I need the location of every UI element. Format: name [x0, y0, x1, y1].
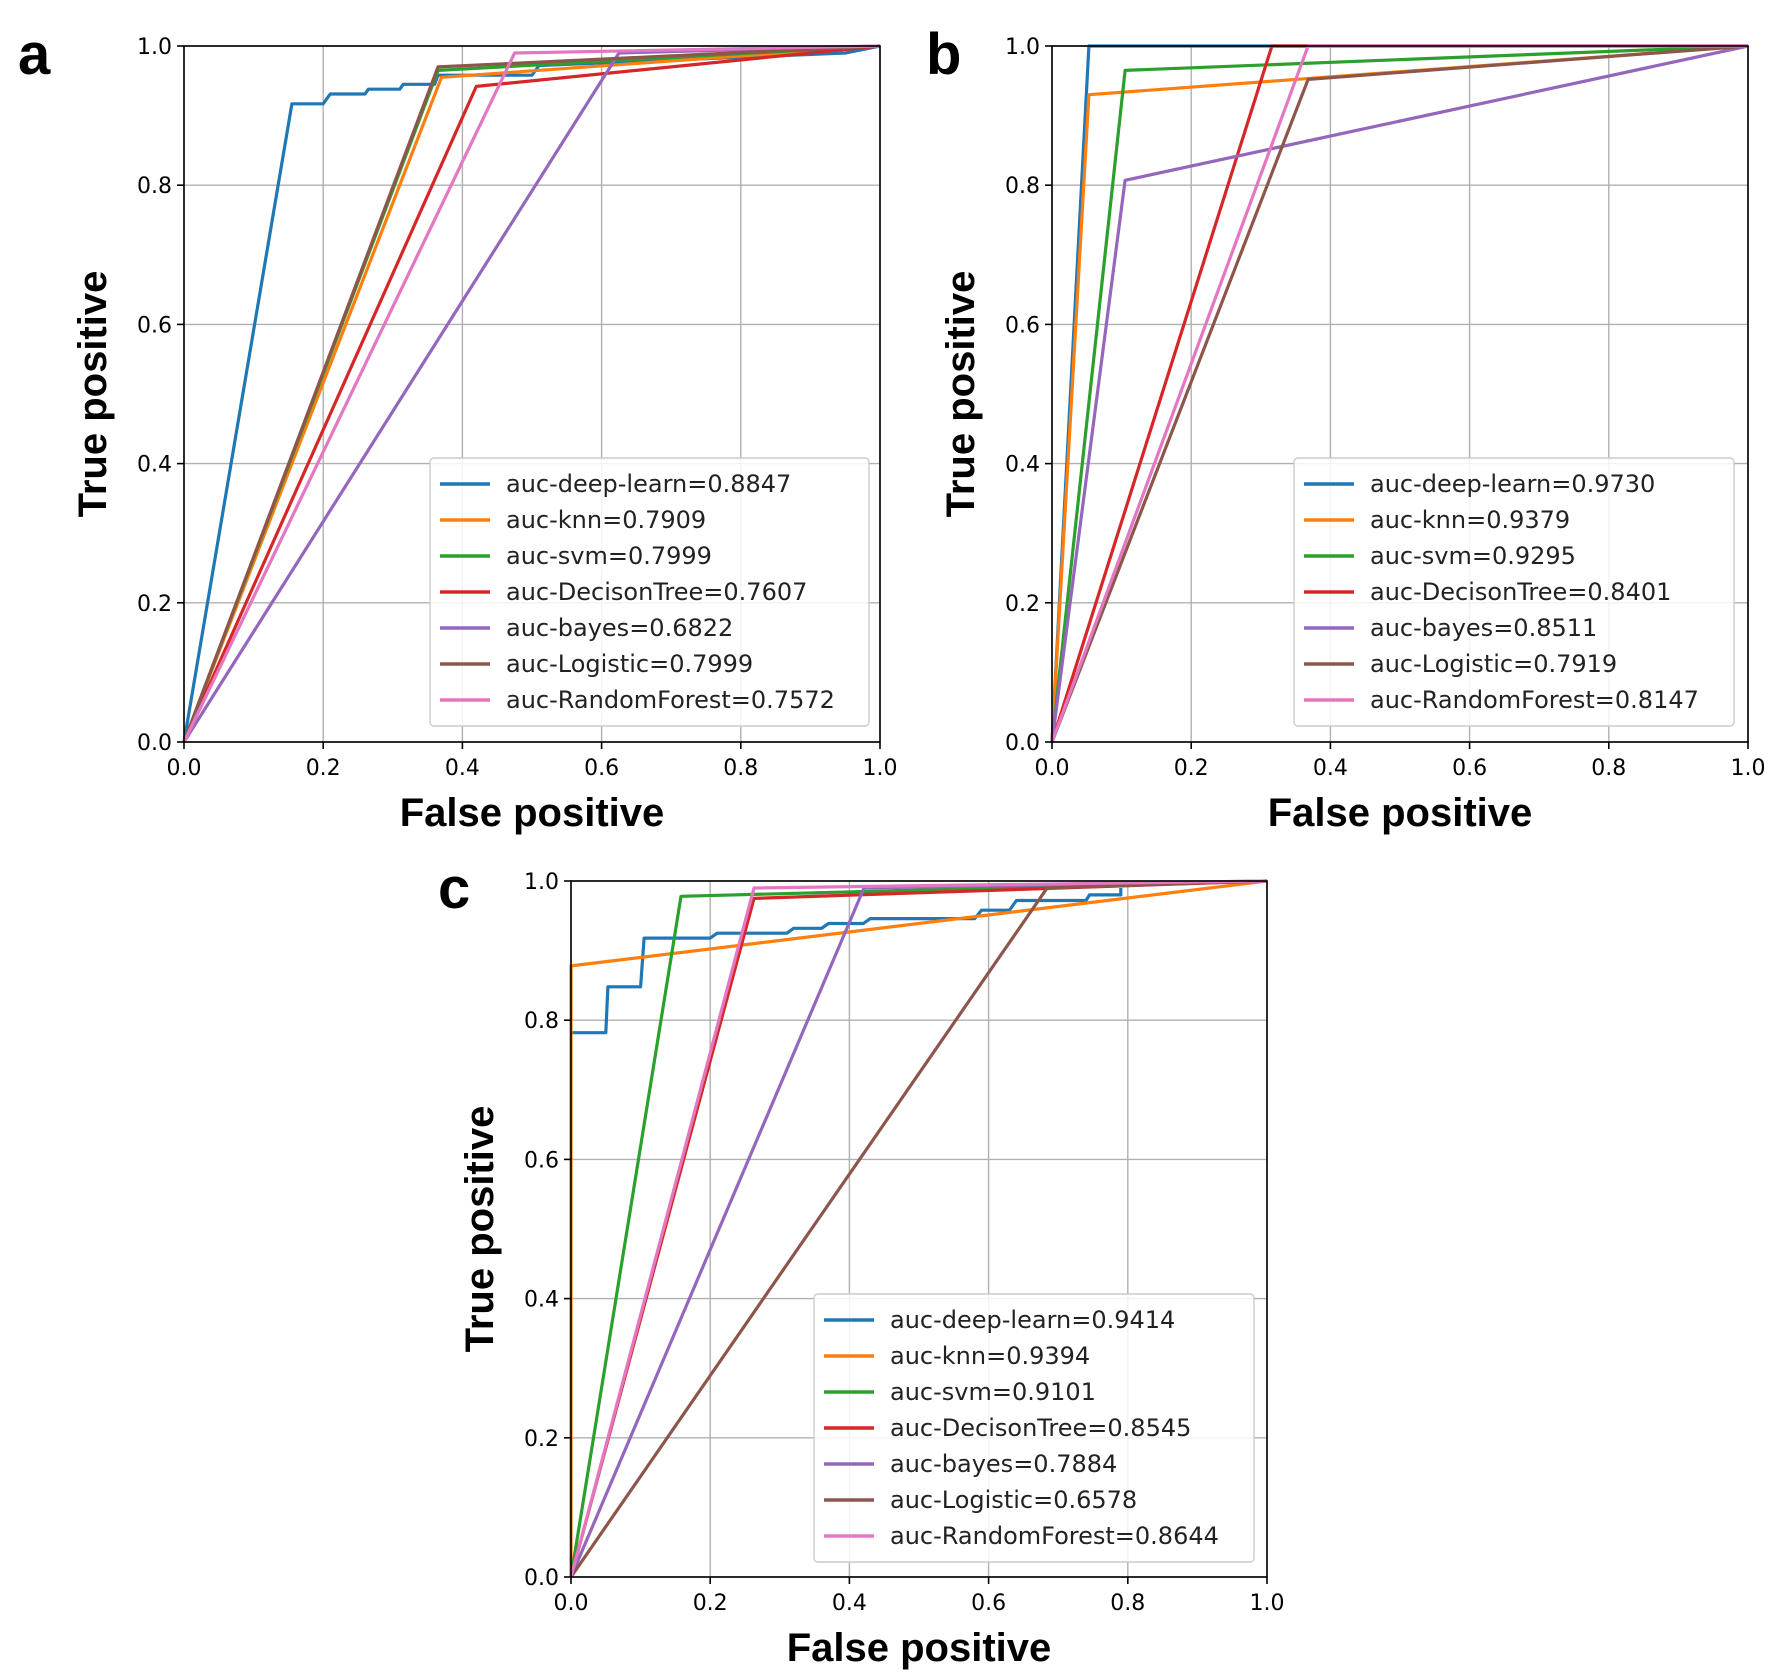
legend-box — [813, 1293, 1255, 1563]
legend-entry: auc-deep-learn=0.8847 — [506, 470, 791, 498]
panel-letter: b — [926, 22, 961, 87]
x-tick-label: 1.0 — [1731, 756, 1766, 781]
legend-entry: auc-DecisonTree=0.8545 — [890, 1414, 1191, 1442]
series-lines — [1050, 44, 1749, 743]
y-axis-title: True positive — [458, 1106, 502, 1353]
y-tick-label: 0.8 — [137, 174, 172, 199]
plot-frame — [1051, 45, 1749, 743]
legend-entry: auc-bayes=0.7884 — [890, 1450, 1117, 1478]
legend-entry: auc-knn=0.9379 — [1370, 506, 1570, 534]
plot-frame — [570, 880, 1268, 1578]
legend-box — [429, 457, 870, 727]
y-tick-label: 1.0 — [524, 870, 559, 895]
legend-entry: auc-Logistic=0.7919 — [1370, 650, 1617, 678]
y-tick-label: 0.8 — [524, 1009, 559, 1034]
legend-entry: auc-deep-learn=0.9730 — [1370, 470, 1655, 498]
y-tick-label: 0.2 — [137, 592, 172, 617]
y-tick-label: 1.0 — [1005, 35, 1040, 60]
x-tick-label: 1.0 — [1250, 1591, 1285, 1616]
series-lines — [569, 879, 1268, 1578]
x-tick-label: 0.0 — [1035, 756, 1070, 781]
legend: auc-deep-learn=0.8847 auc-knn=0.7909 auc-s… — [429, 457, 870, 727]
chart-panel-a: a 0.0 0.2 0.4 0.6 0.8 1.0 0.0 0.2 0.4 0.6 0.8 1.0 Fal… — [18, 22, 898, 835]
x-tick-label: 0.6 — [971, 1591, 1006, 1616]
legend-entry: auc-knn=0.9394 — [890, 1342, 1090, 1370]
y-tick-label: 0.0 — [1005, 731, 1040, 756]
series-line — [1050, 44, 1749, 743]
y-tick-label: 0.6 — [1005, 313, 1040, 338]
x-tick-label: 0.2 — [1174, 756, 1209, 781]
legend-entry: auc-svm=0.9101 — [890, 1378, 1096, 1406]
legend-box — [1293, 457, 1735, 727]
legend: auc-deep-learn=0.9414 auc-knn=0.9394 auc-s… — [813, 1293, 1255, 1563]
x-axis-title: False positive — [787, 1626, 1052, 1670]
legend-entry: auc-Logistic=0.7999 — [506, 650, 753, 678]
x-tick-label: 0.2 — [306, 756, 341, 781]
legend-entry: auc-bayes=0.8511 — [1370, 614, 1597, 642]
x-tick-label: 0.8 — [1591, 756, 1626, 781]
x-tick-label: 0.6 — [1452, 756, 1487, 781]
x-tick-label: 0.4 — [1313, 756, 1348, 781]
series-line — [569, 879, 1268, 1578]
series-line — [182, 44, 881, 743]
y-tick-label: 0.6 — [137, 313, 172, 338]
series-line — [1050, 44, 1749, 743]
legend-entry: auc-RandomForest=0.8644 — [890, 1522, 1219, 1550]
plot-frame — [183, 45, 881, 743]
x-tick-label: 1.0 — [863, 756, 898, 781]
series-line — [182, 44, 881, 743]
y-tick-label: 0.4 — [1005, 453, 1040, 478]
x-tick-label: 0.8 — [723, 756, 758, 781]
panel-letter: c — [438, 856, 470, 921]
y-tick-label: 0.4 — [524, 1288, 559, 1313]
y-tick-label: 0.4 — [137, 453, 172, 478]
legend-entry: auc-RandomForest=0.7572 — [506, 686, 835, 714]
x-tick-label: 0.8 — [1110, 1591, 1145, 1616]
legend-entry: auc-svm=0.9295 — [1370, 542, 1576, 570]
x-tick-label: 0.0 — [167, 756, 202, 781]
panel-letter: a — [18, 22, 51, 87]
x-tick-label: 0.4 — [445, 756, 480, 781]
x-tick-label: 0.6 — [584, 756, 619, 781]
series-line — [182, 44, 881, 743]
series-line — [1050, 44, 1749, 743]
y-tick-label: 1.0 — [137, 35, 172, 60]
legend-entry: auc-RandomForest=0.8147 — [1370, 686, 1699, 714]
legend: auc-deep-learn=0.9730 auc-knn=0.9379 auc-s… — [1293, 457, 1735, 727]
y-axis-title: True positive — [939, 271, 983, 518]
y-tick-label: 0.0 — [524, 1566, 559, 1591]
legend-entry: auc-deep-learn=0.9414 — [890, 1306, 1175, 1334]
x-tick-label: 0.4 — [832, 1591, 867, 1616]
y-tick-label: 0.6 — [524, 1148, 559, 1173]
y-tick-label: 0.8 — [1005, 174, 1040, 199]
legend-entry: auc-knn=0.7909 — [506, 506, 706, 534]
tick-labels: 0.0 0.2 0.4 0.6 0.8 1.0 0.0 0.2 0.4 0.6 0.8 1.0 — [524, 870, 1285, 1616]
legend-entry: auc-DecisonTree=0.8401 — [1370, 578, 1671, 606]
series-lines — [182, 44, 881, 743]
chart-panel-c: c 0.0 0.2 0.4 0.6 0.8 1.0 0.0 0.2 0.4 0.6 0.8 1.0 Fal… — [438, 856, 1285, 1670]
series-line — [571, 888, 1123, 1035]
x-axis-title: False positive — [1268, 791, 1533, 835]
y-tick-label: 0.2 — [1005, 592, 1040, 617]
y-axis-title: True positive — [71, 271, 115, 518]
y-tick-label: 0.2 — [524, 1427, 559, 1452]
x-tick-label: 0.2 — [693, 1591, 728, 1616]
legend-entry: auc-Logistic=0.6578 — [890, 1486, 1137, 1514]
legend-entry: auc-svm=0.7999 — [506, 542, 712, 570]
x-axis-title: False positive — [400, 791, 665, 835]
chart-panel-b: b 0.0 0.2 0.4 0.6 0.8 1.0 0.0 0.2 0.4 0.6 0.8 1.0 Fal… — [926, 22, 1766, 835]
tick-labels: 0.0 0.2 0.4 0.6 0.8 1.0 0.0 0.2 0.4 0.6 0.8 1.0 — [137, 35, 898, 781]
legend-entry: auc-DecisonTree=0.7607 — [506, 578, 807, 606]
tick-labels: 0.0 0.2 0.4 0.6 0.8 1.0 0.0 0.2 0.4 0.6 0.8 1.0 — [1005, 35, 1766, 781]
series-line — [182, 44, 881, 743]
y-tick-label: 0.0 — [137, 731, 172, 756]
series-line — [182, 44, 881, 743]
x-tick-label: 0.0 — [554, 1591, 589, 1616]
legend-entry: auc-bayes=0.6822 — [506, 614, 733, 642]
